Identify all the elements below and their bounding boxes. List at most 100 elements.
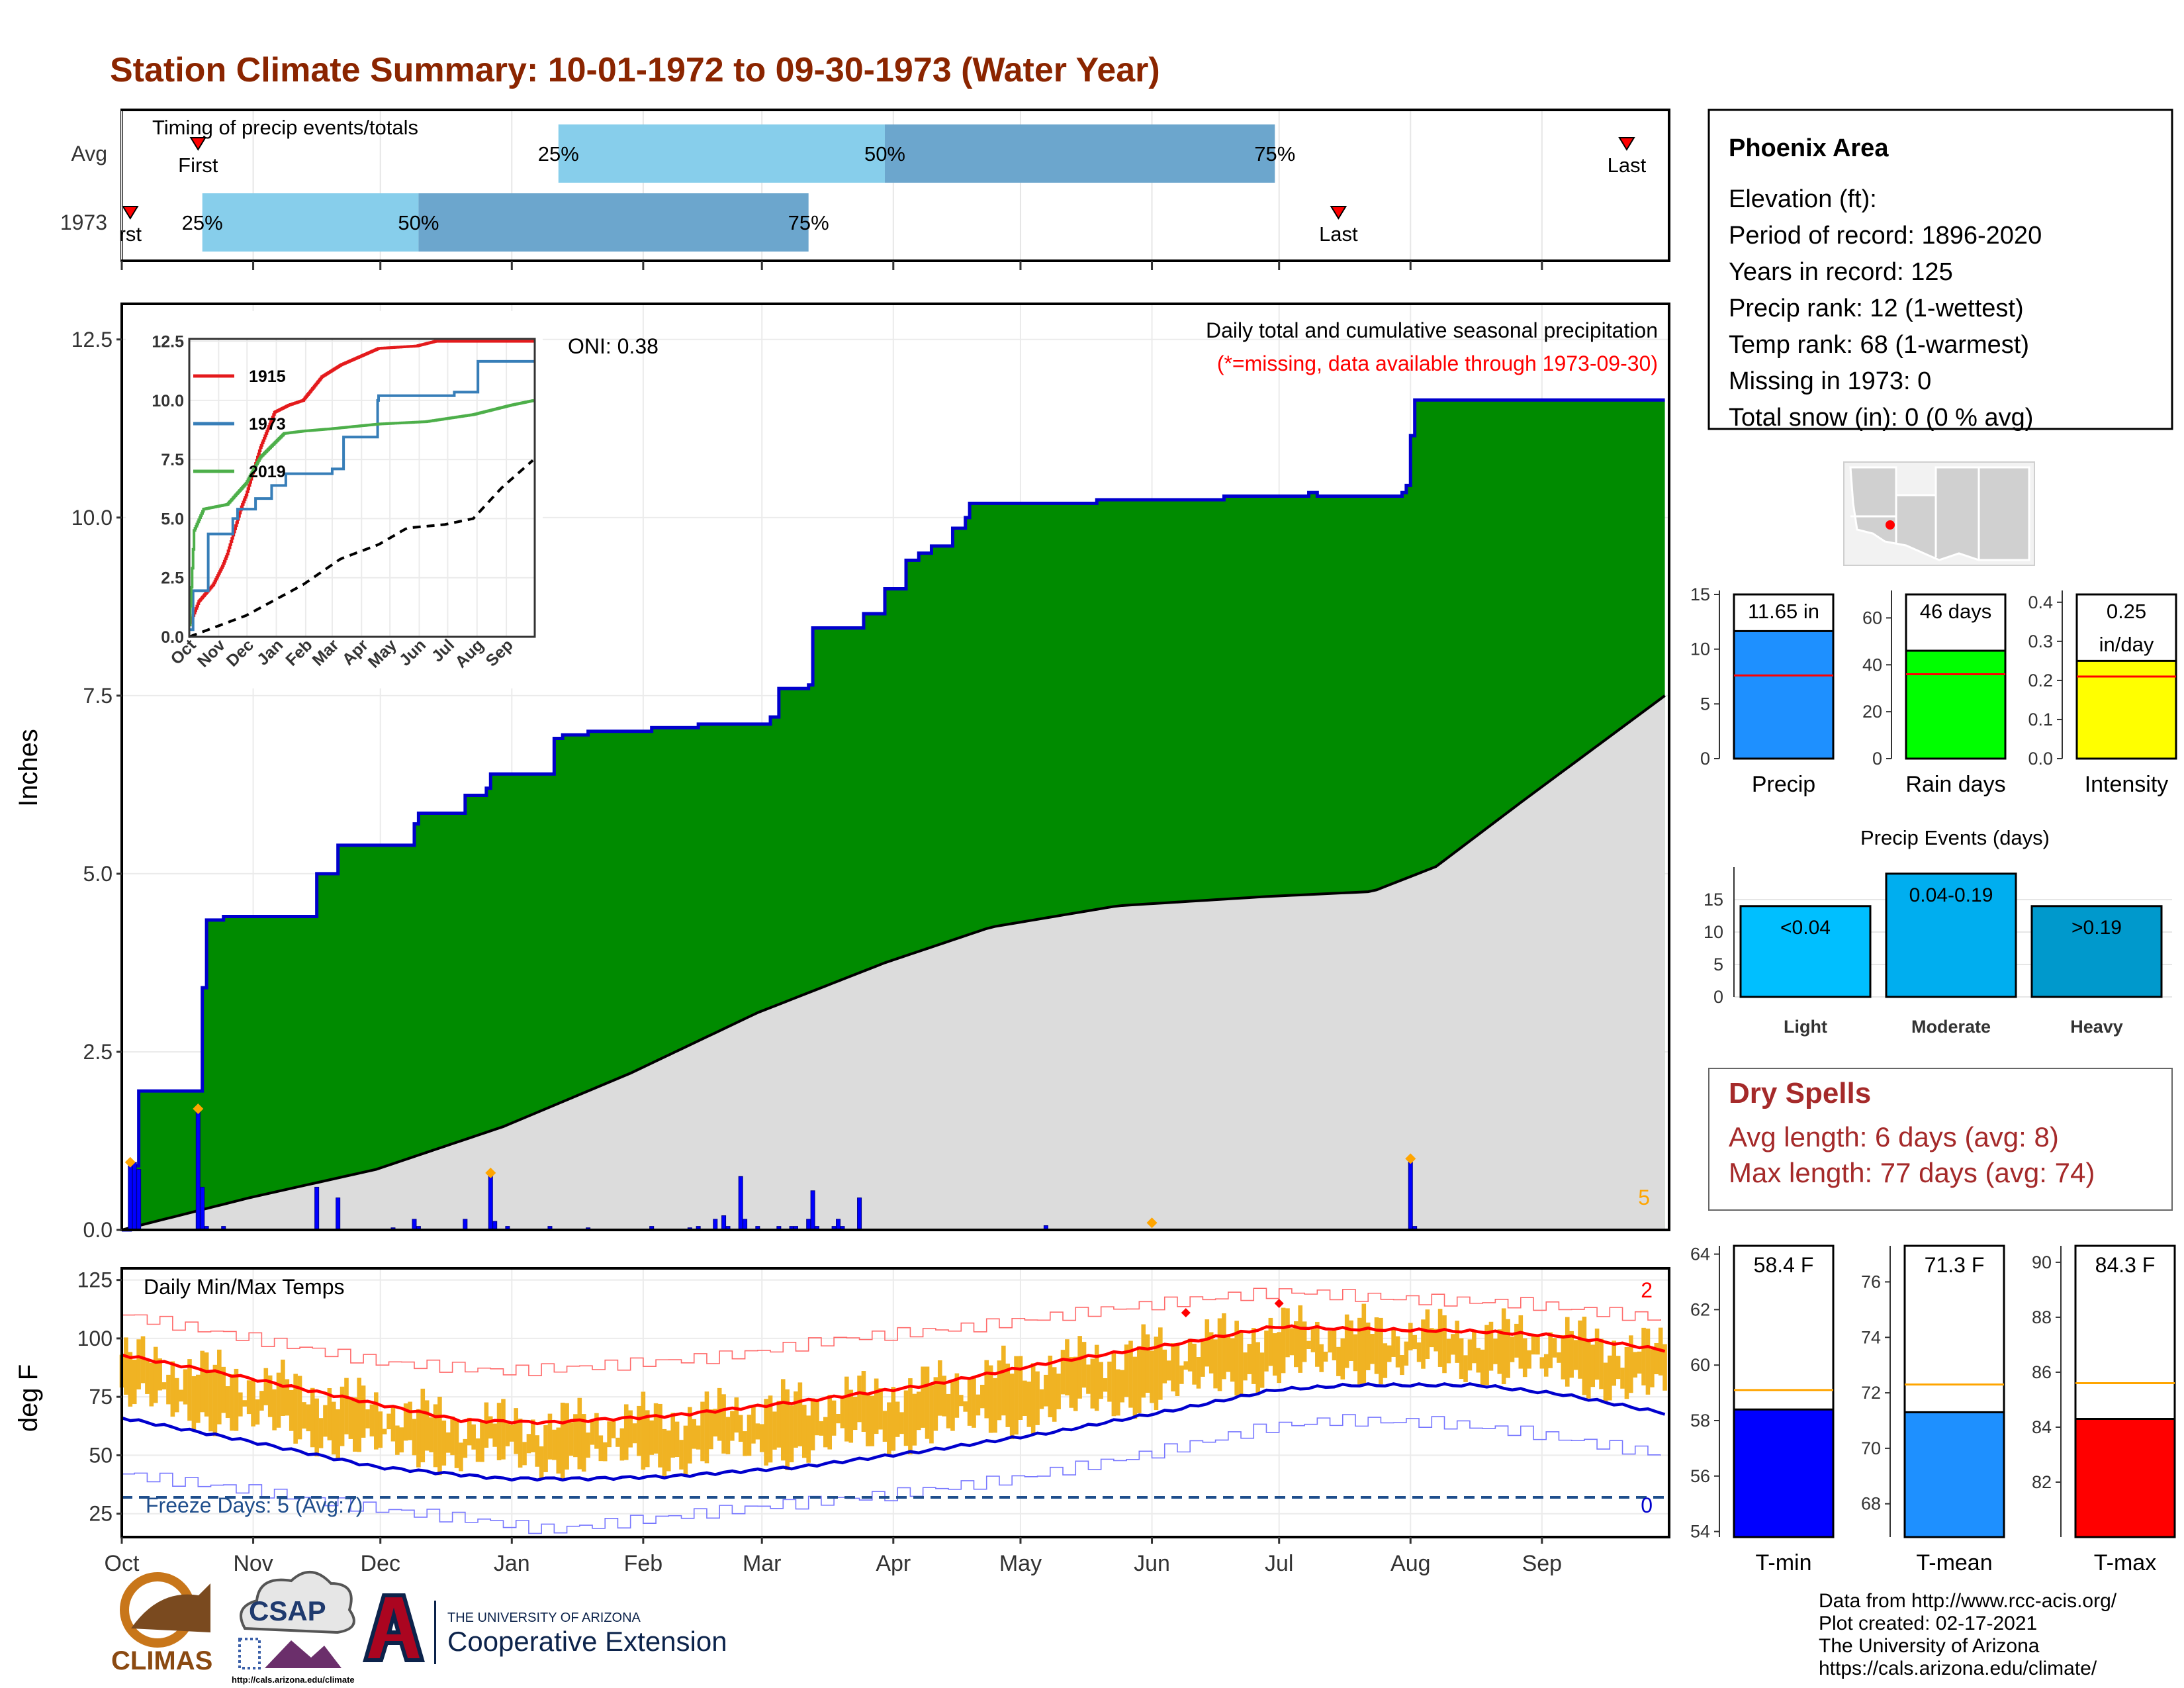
precip-ytick-label: 0.0 <box>83 1218 113 1242</box>
daily-temp-range-bar <box>217 1349 222 1425</box>
daily-temp-range-bar <box>543 1425 548 1472</box>
daily-temp-range-bar <box>840 1395 845 1429</box>
daily-temp-range-bar <box>725 1417 731 1454</box>
daily-temp-range-bar <box>1162 1349 1167 1383</box>
timing-avg-p50-label: 50% <box>864 142 905 165</box>
daily-temp-range-bar <box>721 1394 726 1454</box>
daily-temp-range-bar <box>700 1401 705 1462</box>
daily-temp-range-bar <box>1001 1345 1006 1416</box>
daily-temp-range-bar <box>382 1429 387 1434</box>
daily-precip-bar <box>200 1186 205 1231</box>
csap-mountain-icon <box>265 1640 341 1668</box>
summary-bar-tick-label: 0.3 <box>2028 632 2053 651</box>
top-event-marker <box>193 1103 204 1115</box>
daily-temp-range-bar <box>153 1346 158 1403</box>
daily-temp-range-bar <box>1302 1321 1307 1362</box>
month-label: Sep <box>1522 1551 1563 1576</box>
daily-temp-range-bar <box>1480 1349 1485 1387</box>
month-label: Nov <box>233 1551 273 1576</box>
daily-temp-range-bar <box>145 1360 150 1394</box>
daily-precip-bar <box>738 1176 743 1231</box>
inset-ytick-label: 2.5 <box>161 569 184 588</box>
missing-note: (*=missing, data available through 1973-… <box>1217 352 1658 375</box>
daily-temp-range-bar <box>852 1397 858 1430</box>
daily-temp-range-bar <box>806 1415 811 1463</box>
daily-temp-range-bar <box>441 1420 447 1466</box>
daily-temp-range-bar <box>1433 1329 1438 1352</box>
daily-temp-range-bar <box>1094 1344 1099 1411</box>
daily-temp-range-bar <box>772 1411 777 1450</box>
precip-ytick-label: 2.5 <box>83 1040 113 1064</box>
daily-temp-range-bar <box>408 1401 412 1440</box>
daily-temp-range-bar <box>1569 1331 1574 1378</box>
daily-temp-range-bar <box>318 1418 324 1448</box>
daily-temp-range-bar <box>1048 1355 1053 1417</box>
csap-logo: CSAP http://cals.arizona.edu/climate <box>232 1570 355 1685</box>
timing-avg-p75-label: 75% <box>1254 142 1295 165</box>
daily-temp-range-bar <box>246 1380 251 1415</box>
temp-bar-tick-label: 58 <box>1690 1411 1710 1430</box>
ua-divider <box>434 1601 436 1664</box>
daily-temp-range-bar <box>1196 1357 1201 1389</box>
daily-temp-range-bar <box>306 1404 311 1432</box>
month-label: Jun <box>1134 1551 1170 1576</box>
timing-year-last-label: Last <box>1319 222 1358 246</box>
timing-year-bar-50-75 <box>418 193 809 252</box>
record-high-marker <box>1274 1298 1284 1308</box>
daily-temp-range-bar <box>1166 1360 1171 1381</box>
temp-bar-tick-label: 68 <box>1861 1494 1881 1514</box>
map-borders <box>1850 467 1980 560</box>
daily-temp-range-bar <box>1476 1348 1481 1373</box>
summary-bar-tick-label: 40 <box>1862 655 1882 675</box>
inset-ytick-label: 0.0 <box>161 628 184 647</box>
daily-temp-range-bar <box>709 1409 713 1450</box>
temp-bar-value <box>2074 1418 2176 1538</box>
daily-temp-range-bar <box>1234 1321 1239 1396</box>
daily-temp-range-bar <box>1578 1320 1582 1379</box>
daily-temp-range-bar <box>1387 1345 1392 1362</box>
daily-temp-range-bar <box>836 1413 841 1424</box>
daily-temp-range-bar <box>1323 1351 1328 1362</box>
daily-temp-range-bar <box>1065 1339 1069 1395</box>
timing-year-bar-25-50 <box>202 193 419 252</box>
daily-temp-range-bar <box>1412 1335 1417 1350</box>
dry-spells-title: Dry Spells <box>1729 1077 1871 1109</box>
daily-precip-bar <box>488 1174 493 1231</box>
daily-temp-range-bar <box>344 1378 349 1434</box>
daily-temp-range-bar <box>1201 1338 1205 1377</box>
precip-plot-frame <box>120 303 1670 1231</box>
daily-temp-range-bar <box>1650 1349 1655 1387</box>
csap-rain-icon <box>238 1638 261 1669</box>
daily-temp-range-bar <box>1400 1354 1404 1376</box>
daily-temp-range-bar <box>827 1395 833 1450</box>
daily-temp-range-bar <box>645 1410 650 1468</box>
daily-temp-range-bar <box>1379 1317 1383 1385</box>
daily-temp-range-bar <box>1629 1335 1633 1393</box>
credits: Data from http://www.rcc-acis.org/ Plot … <box>1819 1590 2117 1679</box>
daily-temp-range-bar <box>1328 1331 1332 1353</box>
daily-temp-range-bar <box>204 1352 209 1417</box>
inset-series-line-2019 <box>189 399 535 627</box>
summary-bar-tick-label: 0 <box>1700 749 1710 769</box>
precip-ytick-label: 7.5 <box>83 684 113 708</box>
daily-temp-range-bar <box>878 1388 883 1430</box>
daily-temp-range-bar <box>717 1387 722 1441</box>
daily-temp-range-bar <box>980 1384 985 1409</box>
climas-text: CLIMAS <box>111 1646 212 1675</box>
daily-precip-bar <box>132 1162 137 1231</box>
daily-temp-range-bar <box>1514 1323 1519 1358</box>
daily-temp-range-bar <box>454 1419 459 1468</box>
daily-temp-range-bar <box>1132 1356 1138 1419</box>
daily-temp-range-bar <box>1128 1340 1133 1408</box>
daily-temp-range-bar <box>1357 1317 1362 1385</box>
timing-avg-bar-25-50 <box>558 124 885 183</box>
temp-ytick-label: 125 <box>77 1268 113 1292</box>
month-axis: Oct Nov Dec Jan Feb Mar Apr May Jun Jul Aug Sep <box>105 261 1563 1576</box>
csap-text: CSAP <box>249 1595 326 1626</box>
daily-temp-range-bar <box>1365 1322 1371 1370</box>
daily-temp-range-bar <box>378 1411 383 1448</box>
temp-panel: 25 50 75 100 125 deg F Daily Min/Max Temps F… <box>14 1267 1670 1538</box>
daily-temp-range-bar <box>912 1393 917 1446</box>
daily-temp-range-bar <box>149 1362 154 1407</box>
daily-temp-range-bar <box>365 1409 370 1429</box>
